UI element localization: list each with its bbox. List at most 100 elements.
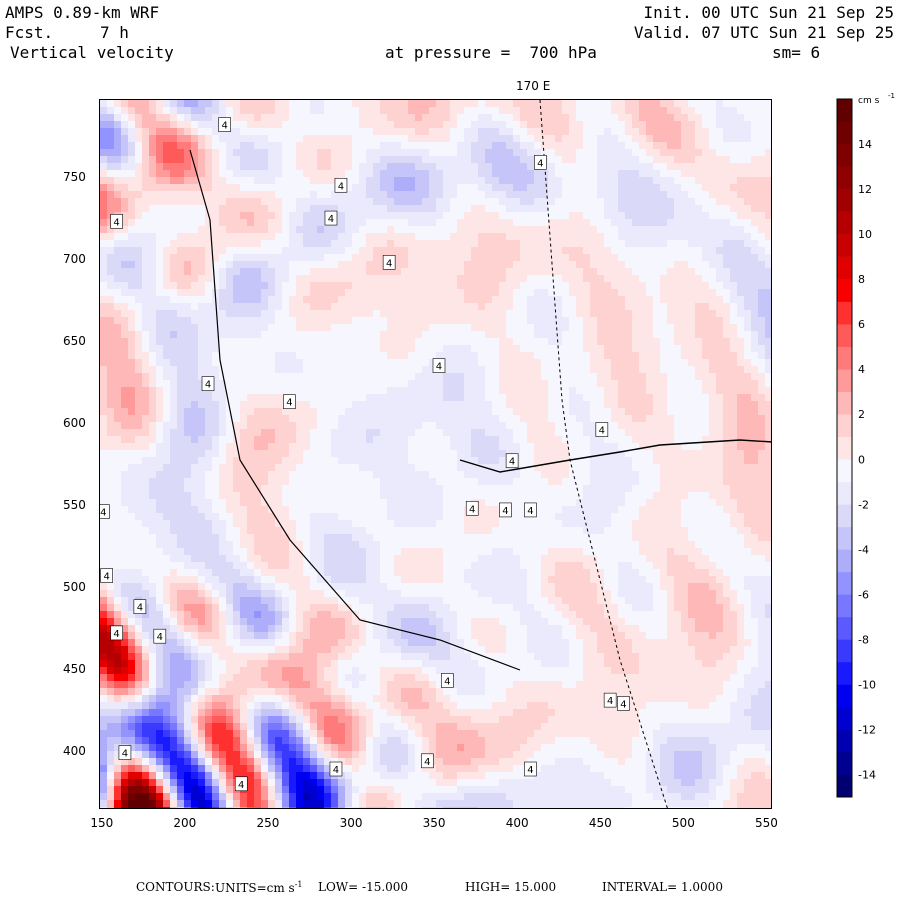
field-cell	[275, 128, 283, 136]
field-cell	[758, 100, 766, 108]
field-cell	[534, 149, 542, 157]
field-cell	[261, 282, 269, 290]
field-cell	[604, 324, 612, 332]
field-cell	[212, 352, 220, 360]
field-cell	[436, 205, 444, 213]
model-title: AMPS 0.89-km WRF	[5, 3, 160, 22]
field-cell	[527, 324, 535, 332]
field-cell	[667, 226, 675, 234]
field-cell	[394, 436, 402, 444]
field-cell	[590, 352, 598, 360]
field-cell	[667, 100, 675, 108]
field-cell	[541, 177, 549, 185]
field-cell	[660, 205, 668, 213]
field-cell	[394, 100, 402, 108]
field-cell	[247, 114, 255, 122]
field-cell	[569, 380, 577, 388]
field-cell	[121, 338, 129, 346]
field-cell	[765, 128, 771, 136]
field-cell	[142, 436, 150, 444]
field-cell	[422, 366, 430, 374]
field-cell	[457, 219, 465, 227]
field-cell	[408, 170, 416, 178]
field-cell	[478, 177, 486, 185]
field-cell	[590, 373, 598, 381]
field-cell	[212, 366, 220, 374]
field-cell	[366, 205, 374, 213]
field-cell	[135, 289, 143, 297]
field-cell	[422, 100, 430, 108]
field-cell	[121, 170, 129, 178]
field-cell	[569, 226, 577, 234]
field-cell	[730, 317, 738, 325]
field-cell	[212, 191, 220, 199]
field-cell	[583, 366, 591, 374]
field-cell	[569, 100, 577, 108]
field-cell	[324, 373, 332, 381]
field-cell	[380, 436, 388, 444]
field-cell	[205, 226, 213, 234]
field-cell	[177, 114, 185, 122]
field-cell	[716, 121, 724, 129]
field-cell	[345, 107, 353, 115]
field-cell	[618, 233, 626, 241]
field-cell	[317, 359, 325, 367]
field-cell	[541, 240, 549, 248]
field-cell	[184, 163, 192, 171]
field-cell	[184, 121, 192, 129]
field-cell	[709, 247, 717, 255]
field-cell	[681, 128, 689, 136]
field-cell	[100, 219, 108, 227]
field-cell	[499, 296, 507, 304]
field-cell	[506, 282, 514, 290]
field-cell	[401, 282, 409, 290]
field-cell	[716, 387, 724, 395]
field-cell	[296, 205, 304, 213]
field-cell	[730, 184, 738, 192]
field-cell	[394, 366, 402, 374]
field-cell	[737, 128, 745, 136]
field-cell	[415, 191, 423, 199]
field-cell	[345, 366, 353, 374]
field-cell	[177, 240, 185, 248]
field-cell	[576, 317, 584, 325]
field-cell	[716, 422, 724, 430]
field-cell	[401, 240, 409, 248]
field-cell	[478, 254, 486, 262]
field-cell	[324, 429, 332, 437]
field-cell	[289, 254, 297, 262]
field-cell	[338, 401, 346, 409]
field-cell	[352, 408, 360, 416]
field-cell	[730, 450, 738, 458]
field-cell	[527, 100, 535, 108]
field-cell	[758, 331, 766, 339]
field-cell	[135, 443, 143, 451]
field-cell	[156, 212, 164, 220]
field-cell	[457, 443, 465, 451]
field-cell	[723, 436, 731, 444]
field-cell	[709, 310, 717, 318]
field-cell	[240, 345, 248, 353]
field-cell	[275, 387, 283, 395]
field-cell	[492, 401, 500, 409]
field-cell	[331, 331, 339, 339]
field-cell	[737, 303, 745, 311]
field-cell	[597, 331, 605, 339]
field-cell	[695, 296, 703, 304]
field-cell	[198, 114, 206, 122]
field-cell	[345, 345, 353, 353]
field-cell	[513, 191, 521, 199]
field-cell	[436, 282, 444, 290]
field-cell	[219, 394, 227, 402]
field-cell	[324, 436, 332, 444]
field-cell	[506, 422, 514, 430]
field-cell	[457, 240, 465, 248]
field-cell	[296, 268, 304, 276]
field-cell	[576, 107, 584, 115]
field-cell	[247, 436, 255, 444]
field-cell	[597, 275, 605, 283]
field-cell	[667, 254, 675, 262]
field-cell	[212, 219, 220, 227]
field-cell	[674, 240, 682, 248]
field-cell	[296, 226, 304, 234]
